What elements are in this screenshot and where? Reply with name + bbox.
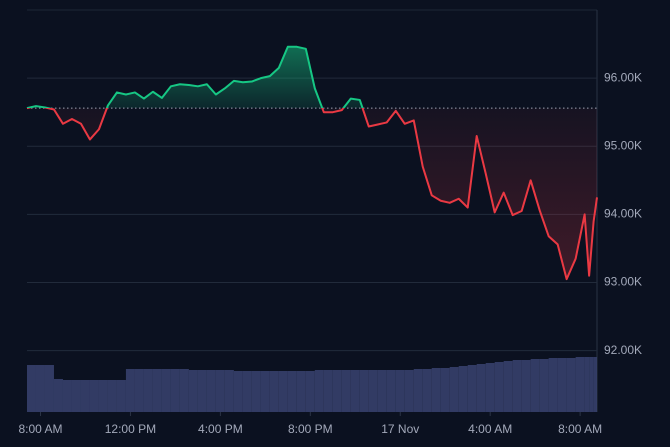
volume-bar <box>143 369 153 412</box>
volume-bar <box>224 370 234 412</box>
x-tick-label: 4:00 PM <box>198 422 243 436</box>
volume-bar <box>62 380 72 412</box>
volume-bar <box>80 380 90 412</box>
volume-bar <box>422 369 432 412</box>
volume-bar <box>35 365 45 412</box>
volume-bar <box>161 369 171 412</box>
volume-bar <box>575 357 585 412</box>
volume-bar <box>188 370 198 412</box>
volume-bar <box>548 358 558 412</box>
volume-bar <box>116 380 126 412</box>
volume-bar <box>386 370 396 412</box>
y-tick-label: 92.00K <box>604 343 642 357</box>
volume-bar <box>341 370 351 412</box>
volume-bar <box>269 371 279 412</box>
volume-bar <box>278 371 288 412</box>
x-tick-label: 8:00 PM <box>288 422 333 436</box>
volume-bar <box>593 357 597 412</box>
volume-bar <box>152 369 162 412</box>
volume-bar <box>125 369 135 412</box>
volume-bar <box>260 371 270 412</box>
volume-bar <box>557 358 567 412</box>
volume-bar <box>566 358 576 412</box>
volume-bar <box>395 370 405 412</box>
volume-bar <box>296 371 306 412</box>
volume-bar <box>485 363 495 412</box>
volume-bar <box>431 368 441 412</box>
volume-bar <box>377 370 387 412</box>
volume-bar <box>170 369 180 412</box>
volume-bar <box>98 380 108 412</box>
volume-bar <box>89 380 99 412</box>
volume-bar <box>503 361 513 412</box>
volume-bar <box>589 357 594 412</box>
volume-bar <box>449 367 459 412</box>
volume-bar <box>584 357 590 412</box>
volume-bar <box>440 368 450 412</box>
volume-bar <box>314 370 324 412</box>
volume-bar <box>476 364 486 412</box>
volume-bar <box>521 360 531 412</box>
x-tick-label: 8:00 AM <box>558 422 602 436</box>
volume-bar <box>233 371 243 412</box>
price-line <box>26 45 598 281</box>
volume-bar <box>467 365 477 412</box>
volume-bar <box>413 369 423 412</box>
volume-bar <box>458 366 468 412</box>
volume-bar <box>323 370 333 412</box>
volume-bar <box>359 370 369 412</box>
volume-bar <box>332 370 342 412</box>
volume-bar <box>44 365 54 412</box>
y-tick-label: 96.00K <box>604 70 642 84</box>
volume-bar <box>251 371 261 412</box>
volume-bar <box>71 380 81 412</box>
volume-bar <box>305 371 315 412</box>
volume-bar <box>215 370 225 412</box>
x-tick-label: 4:00 AM <box>468 422 512 436</box>
x-tick-label: 17 Nov <box>381 422 419 436</box>
volume-bar <box>287 371 297 412</box>
volume-bar <box>197 370 207 412</box>
volume-bar <box>539 359 549 412</box>
volume-bar <box>206 370 216 412</box>
volume-bar <box>350 370 360 412</box>
y-tick-label: 93.00K <box>604 275 642 289</box>
volume-bar <box>242 371 252 412</box>
volume-bar <box>53 379 63 412</box>
volume-bar <box>494 362 504 412</box>
area-fill <box>27 46 597 280</box>
volume-bar <box>107 380 117 412</box>
volume-bar <box>179 369 189 412</box>
volume-bar <box>368 370 378 412</box>
volume-bar <box>134 369 144 412</box>
volume-bar <box>512 360 522 412</box>
volume-bar <box>27 365 36 412</box>
volume-bar <box>530 359 540 412</box>
volume-bar <box>404 370 414 412</box>
x-tick-label: 12:00 PM <box>105 422 156 436</box>
y-tick-label: 95.00K <box>604 138 642 152</box>
x-tick-label: 8:00 AM <box>18 422 62 436</box>
y-tick-label: 94.00K <box>604 207 642 221</box>
